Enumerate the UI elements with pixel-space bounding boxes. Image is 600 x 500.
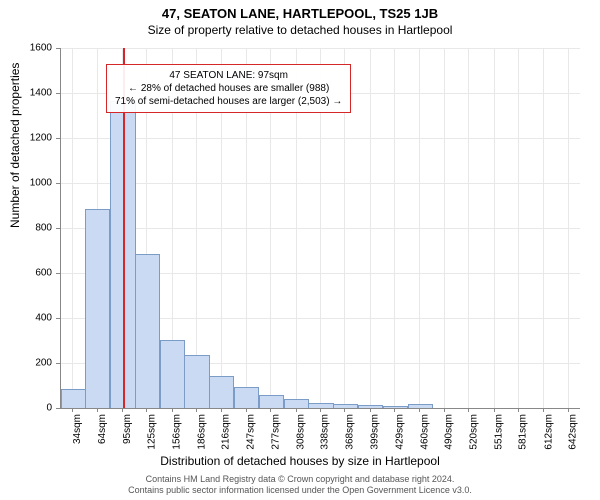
x-tick-label: 308sqm [296, 414, 307, 450]
annotation-line3: 71% of semi-detached houses are larger (… [115, 95, 342, 108]
x-tick-label: 247sqm [246, 414, 257, 450]
gridline-vertical [543, 48, 544, 408]
x-tick-label: 186sqm [196, 414, 207, 450]
y-tick-label: 1600 [12, 43, 52, 54]
x-axis-label: Distribution of detached houses by size … [0, 454, 600, 468]
x-tick-label: 125sqm [146, 414, 157, 450]
y-tick-label: 1400 [12, 88, 52, 99]
histogram-bar [135, 254, 160, 408]
x-tick-label: 642sqm [568, 414, 579, 450]
histogram-bar [184, 355, 209, 408]
gridline-vertical [568, 48, 569, 408]
y-tick-label: 1000 [12, 178, 52, 189]
gridline-vertical [370, 48, 371, 408]
x-tick-label: 429sqm [394, 414, 405, 450]
y-tick-label: 0 [12, 403, 52, 414]
main-title: 47, SEATON LANE, HARTLEPOOL, TS25 1JB [0, 0, 600, 21]
histogram-bar [61, 389, 86, 408]
copyright-footer: Contains HM Land Registry data © Crown c… [0, 474, 600, 496]
x-tick-label: 338sqm [320, 414, 331, 450]
histogram-bar [209, 376, 234, 409]
copyright-line-2: Contains public sector information licen… [0, 485, 600, 496]
chart-container: 47, SEATON LANE, HARTLEPOOL, TS25 1JB Si… [0, 0, 600, 500]
x-tick-label: 34sqm [72, 414, 83, 444]
x-tick-label: 490sqm [444, 414, 455, 450]
axis-line [60, 408, 580, 409]
x-tick-label: 216sqm [221, 414, 232, 450]
sub-title: Size of property relative to detached ho… [0, 23, 600, 37]
histogram-bar [284, 399, 309, 408]
gridline-vertical [419, 48, 420, 408]
y-tick-label: 600 [12, 268, 52, 279]
x-tick-label: 399sqm [370, 414, 381, 450]
gridline-vertical [518, 48, 519, 408]
histogram-bar [234, 387, 259, 408]
annotation-box: 47 SEATON LANE: 97sqm← 28% of detached h… [106, 64, 351, 113]
y-tick-label: 800 [12, 223, 52, 234]
x-tick-label: 368sqm [344, 414, 355, 450]
histogram-bar [160, 340, 185, 409]
gridline-vertical [72, 48, 73, 408]
x-tick-label: 277sqm [270, 414, 281, 450]
gridline-vertical [394, 48, 395, 408]
y-tick-label: 200 [12, 358, 52, 369]
x-tick-label: 95sqm [122, 414, 133, 444]
x-tick-label: 551sqm [494, 414, 505, 450]
gridline-vertical [468, 48, 469, 408]
annotation-line1: 47 SEATON LANE: 97sqm [115, 69, 342, 82]
plot-area: 0200400600800100012001400160034sqm64sqm9… [60, 48, 580, 408]
axis-line [60, 48, 61, 408]
x-tick-label: 520sqm [468, 414, 479, 450]
gridline-vertical [494, 48, 495, 408]
y-tick-label: 400 [12, 313, 52, 324]
annotation-line2: ← 28% of detached houses are smaller (98… [115, 82, 342, 95]
x-tick-label: 581sqm [518, 414, 529, 450]
x-tick-label: 156sqm [172, 414, 183, 450]
histogram-bar [259, 395, 284, 408]
x-tick-label: 460sqm [419, 414, 430, 450]
copyright-line-1: Contains HM Land Registry data © Crown c… [0, 474, 600, 485]
x-tick-label: 612sqm [543, 414, 554, 450]
histogram-bar [85, 209, 110, 408]
gridline-vertical [444, 48, 445, 408]
y-tick-label: 1200 [12, 133, 52, 144]
x-tick-label: 64sqm [97, 414, 108, 444]
